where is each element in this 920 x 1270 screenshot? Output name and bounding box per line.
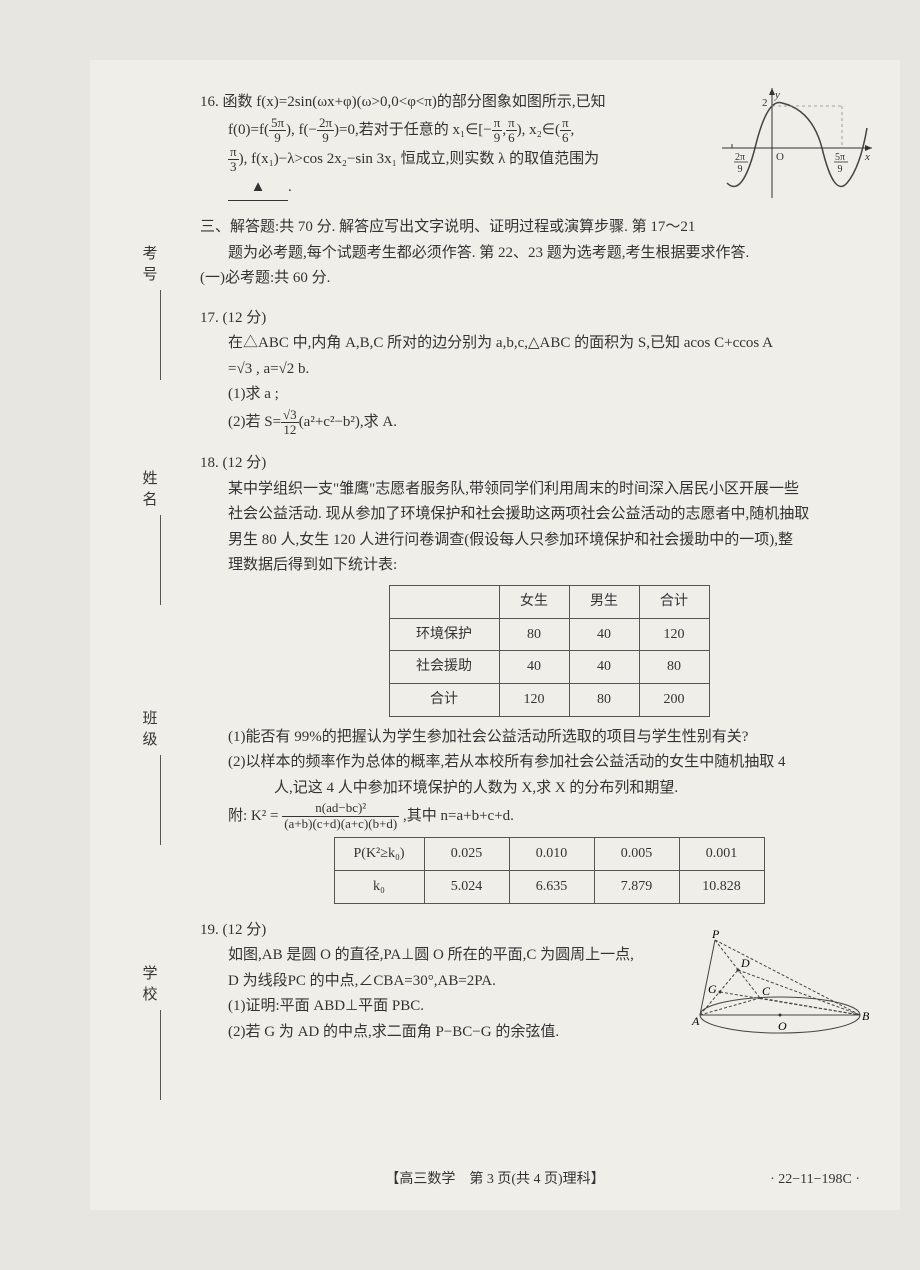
origin-label: O — [776, 151, 784, 163]
q16-line3: π3), f(x₁)−λ>cos 2x₂−sin 3x₁ 恒成立,则实数 λ 的… — [200, 151, 599, 167]
q18-part2b: 人,记这 4 人中参加环境保护的人数为 X,求 X 的分布列和期望. — [228, 776, 678, 802]
q18-number: 18. (12 分) — [200, 455, 266, 471]
q19-part2: (2)若 G 为 AD 的中点,求二面角 P−BC−G 的余弦值. — [228, 1024, 559, 1040]
q18-table-2: P(K²≥k₀)0.0250.0100.0050.001 k₀5.0246.63… — [334, 837, 765, 904]
table-row: P(K²≥k₀)0.0250.0100.0050.001 — [334, 838, 764, 871]
line-class — [160, 755, 161, 845]
q18-part2a: (2)以样本的频率作为总体的概率,若从本校所有参加社会公益活动的女生中随机抽取 … — [228, 754, 786, 770]
svg-text:2π: 2π — [735, 152, 745, 163]
line-exam-number — [160, 290, 161, 380]
q19-figure: P D G C A O B — [670, 930, 870, 1040]
answer-blank[interactable]: ▲ — [228, 175, 288, 202]
table-row: k₀5.0246.6357.87910.828 — [334, 870, 764, 903]
line-name — [160, 515, 161, 605]
svg-text:9: 9 — [838, 164, 843, 175]
label-class: 班级 — [135, 710, 161, 752]
q19-number: 19. (12 分) — [200, 922, 266, 938]
q17-number: 17. (12 分) — [200, 310, 266, 326]
page: 考号 姓名 班级 学校 2 y x O 2π 9 5π 9 16. 函数 f(x… — [90, 60, 900, 1210]
svg-text:A: A — [691, 1014, 700, 1028]
x-axis-label: x — [864, 151, 870, 163]
svg-text:G: G — [708, 982, 717, 996]
q17-part2: (2)若 S=√312(a²+c²−b²),求 A. — [228, 414, 397, 430]
table-row: 环境保护8040120 — [389, 618, 709, 651]
svg-text:5π: 5π — [835, 152, 845, 163]
q17-part1: (1)求 a ; — [228, 386, 279, 402]
table-row: 女生 男生 合计 — [389, 585, 709, 618]
q18-formula: 附: K² = n(ad−bc)²(a+b)(c+d)(a+c)(b+d) ,其… — [228, 808, 514, 824]
binding-margin: 考号 姓名 班级 学校 — [90, 60, 190, 1210]
y-axis-label: y — [774, 89, 780, 101]
svg-text:O: O — [778, 1019, 787, 1033]
page-code: · 22−11−198C · — [770, 1168, 860, 1192]
y-peak-label: 2 — [762, 97, 768, 109]
q19-part1: (1)证明:平面 ABD⊥平面 PBC. — [228, 998, 424, 1014]
svg-text:D: D — [740, 956, 750, 970]
svg-text:9: 9 — [738, 164, 743, 175]
label-school: 学校 — [135, 965, 161, 1007]
q18-part1: (1)能否有 99%的把握认为学生参加社会公益活动所选取的项目与学生性别有关? — [228, 729, 748, 745]
q16-blank-line: ▲. — [200, 179, 292, 195]
svg-text:P: P — [711, 930, 720, 941]
q16-text-1: 函数 f(x)=2sin(ωx+φ)(ω>0,0<φ<π)的部分图象如图所示,已… — [223, 94, 606, 110]
section-3-heading: 三、解答题:共 70 分. 解答应写出文字说明、证明过程或演算步骤. 第 17～… — [200, 215, 870, 292]
q16-number: 16. — [200, 94, 219, 110]
table-row: 社会援助404080 — [389, 651, 709, 684]
label-name: 姓名 — [135, 470, 161, 512]
q16-graph: 2 y x O 2π 9 5π 9 — [722, 88, 872, 198]
table-row: 合计12080200 — [389, 684, 709, 717]
question-18: 18. (12 分) 某中学组织一支"雏鹰"志愿者服务队,带领同学们利用周末的时… — [200, 451, 870, 903]
question-17: 17. (12 分) 在△ABC 中,内角 A,B,C 所对的边分别为 a,b,… — [200, 306, 870, 438]
q16-line2: f(0)=f(5π9), f(−2π9)=0,若对于任意的 x₁∈[−π9,π6… — [200, 122, 574, 138]
q18-table-1: 女生 男生 合计 环境保护8040120 社会援助404080 合计120802… — [389, 585, 710, 717]
svg-text:B: B — [862, 1009, 870, 1023]
svg-text:C: C — [762, 984, 771, 998]
label-exam-number: 考号 — [135, 245, 161, 287]
line-school — [160, 1010, 161, 1100]
